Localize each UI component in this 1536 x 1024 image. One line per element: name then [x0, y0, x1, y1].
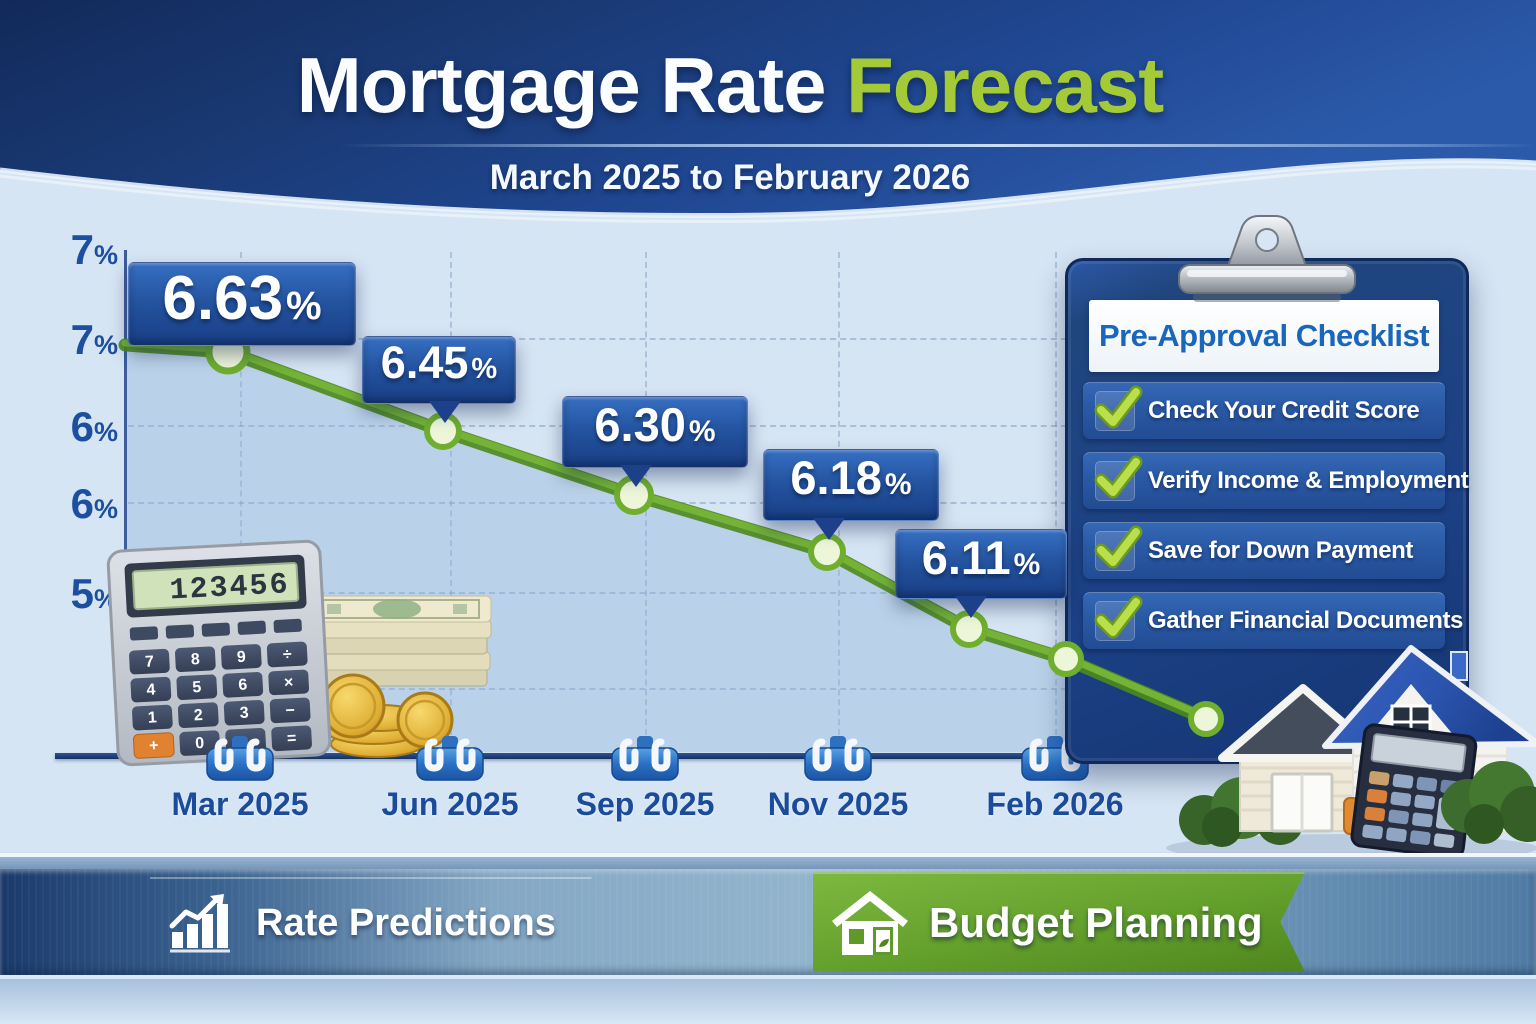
- svg-text:2: 2: [193, 707, 203, 724]
- checklist-title: Pre-Approval Checklist: [1098, 318, 1430, 353]
- checklist-item-label: Save for Down Payment: [1148, 537, 1414, 564]
- checkmark-icon: [1094, 455, 1143, 501]
- shrub-icon: [1441, 761, 1536, 844]
- x-tick-label: Mar 2025: [171, 786, 309, 822]
- svg-text:=: =: [287, 730, 297, 747]
- x-tick-label: Jun 2025: [381, 786, 519, 822]
- checklist-item-label: Verify Income & Employment: [1148, 467, 1469, 494]
- callout-pointer: [620, 465, 652, 487]
- rate-callout: 6.30%: [562, 396, 748, 487]
- rate-callout: 6.11%: [895, 529, 1067, 618]
- title-accent: Forecast: [846, 41, 1164, 129]
- y-tick-label: 7%: [70, 226, 118, 273]
- rate-predictions-banner: Rate Predictions: [150, 877, 592, 967]
- banner-label: Rate Predictions: [256, 901, 556, 944]
- calculator-icon: 123456 7 8 9 ÷ 4 5 6 × 1 2 3 −: [106, 539, 332, 767]
- x-tick-label: Sep 2025: [575, 786, 715, 822]
- title-main: Mortgage Rate: [296, 41, 847, 129]
- svg-text:4: 4: [146, 681, 156, 698]
- axis-clip-icon: [804, 736, 872, 781]
- budget-planning-banner: Budget Planning: [813, 872, 1305, 972]
- calculator-display: 123456: [169, 568, 291, 608]
- svg-text:0: 0: [195, 735, 205, 752]
- svg-text:5: 5: [192, 679, 202, 696]
- shelf-highlight-line: [0, 853, 1536, 857]
- svg-text:1: 1: [147, 709, 157, 726]
- checkmark-icon: [1094, 385, 1143, 431]
- checklist-header: Pre-Approval Checklist: [1089, 300, 1439, 372]
- svg-text:9: 9: [236, 649, 246, 666]
- subtitle: March 2025 to February 2026: [489, 158, 971, 197]
- svg-text:+: +: [149, 737, 159, 754]
- callout-pointer: [429, 401, 461, 423]
- svg-text:6: 6: [238, 677, 248, 694]
- axis-clip-icon: [611, 736, 679, 781]
- rate-callout: 6.18%: [763, 449, 939, 540]
- svg-text:×: ×: [284, 674, 294, 691]
- y-tick-label: 6%: [70, 403, 118, 450]
- checklist-item: Save for Down Payment: [1083, 522, 1445, 579]
- rate-callout: 6.45%: [362, 336, 516, 423]
- shelf-edge: [0, 857, 1536, 869]
- checkmark-icon: [1094, 595, 1143, 641]
- clipboard-clip-icon: [1178, 215, 1356, 302]
- page-title: Mortgage Rate Forecast: [0, 40, 1460, 131]
- header-background: [0, 0, 1536, 224]
- header-divider: [340, 144, 1536, 147]
- rate-callout: 6.63%: [128, 262, 356, 346]
- axis-clip-icon: [206, 736, 274, 781]
- shelf-highlight-line: [0, 975, 1536, 979]
- checklist-item-label: Check Your Credit Score: [1148, 397, 1420, 424]
- svg-text:÷: ÷: [282, 646, 292, 663]
- x-tick-label: Nov 2025: [767, 786, 909, 822]
- svg-text:7: 7: [145, 653, 155, 670]
- y-tick-label: 7%: [70, 316, 118, 363]
- callout-pointer: [813, 518, 845, 540]
- cash-stack-icon: [300, 595, 492, 687]
- house-illustration: [1166, 645, 1536, 862]
- callout-pointer: [955, 596, 987, 618]
- checklist-item: Check Your Credit Score: [1083, 382, 1445, 439]
- house-icon: [829, 889, 911, 957]
- svg-text:8: 8: [190, 651, 200, 668]
- checklist-item: Verify Income & Employment: [1083, 452, 1469, 509]
- svg-text:−: −: [285, 702, 295, 719]
- axis-clip-icon: [416, 736, 484, 781]
- y-tick-label: 6%: [70, 480, 118, 527]
- bar-chart-rising-arrow-icon: [166, 892, 238, 954]
- checkmark-icon: [1094, 525, 1143, 571]
- x-tick-label: Feb 2026: [986, 786, 1124, 822]
- banner-label: Budget Planning: [929, 899, 1263, 946]
- svg-text:3: 3: [239, 705, 249, 722]
- x-axis-line: [55, 753, 1467, 759]
- shelf-base: [0, 979, 1536, 1024]
